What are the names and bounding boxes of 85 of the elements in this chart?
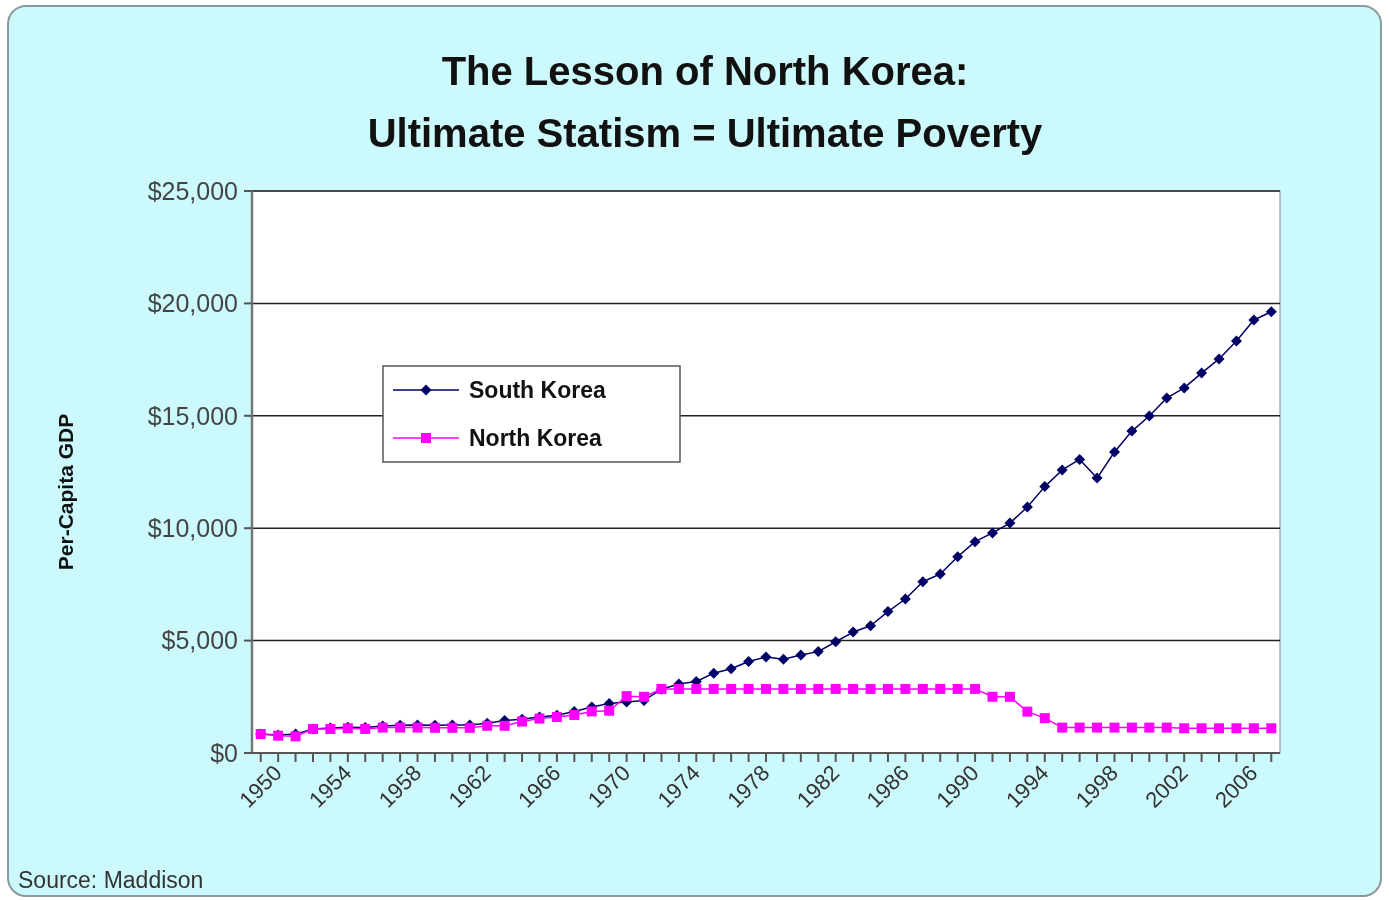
point	[1022, 706, 1033, 717]
point	[621, 691, 632, 702]
point	[1248, 314, 1260, 326]
point	[900, 683, 911, 694]
point	[830, 683, 841, 694]
point	[795, 649, 807, 661]
chart-title: The Lesson of North Korea: Ultimate Statism = Ultimate Poverty	[367, 49, 1044, 155]
point	[830, 636, 842, 648]
point	[865, 683, 876, 694]
point	[604, 705, 615, 716]
point	[917, 576, 929, 588]
legend-label: North Korea	[469, 425, 603, 452]
point	[1021, 501, 1033, 513]
y-tick-label: $15,000	[147, 401, 238, 430]
point	[1108, 446, 1120, 458]
point	[1213, 353, 1225, 365]
point	[848, 683, 859, 694]
y-tick-label: $25,000	[147, 176, 238, 205]
point	[1126, 722, 1137, 733]
point	[1039, 481, 1051, 493]
point	[1074, 722, 1085, 733]
point	[847, 626, 859, 638]
point	[1004, 691, 1015, 702]
point	[987, 691, 998, 702]
point	[725, 663, 737, 675]
point	[743, 683, 754, 694]
point	[865, 620, 877, 632]
point	[1056, 464, 1068, 476]
y-tick-label: $0	[210, 738, 238, 767]
point	[987, 527, 999, 539]
point	[1109, 722, 1120, 733]
point	[708, 683, 719, 694]
point	[1196, 367, 1208, 379]
point	[1214, 723, 1225, 734]
point	[1091, 472, 1103, 484]
point	[970, 683, 981, 694]
point	[899, 593, 911, 605]
legend-label: South Korea	[469, 377, 606, 404]
point	[743, 656, 755, 668]
point	[1143, 410, 1155, 422]
point	[1179, 723, 1190, 734]
point	[969, 536, 981, 548]
point	[778, 683, 789, 694]
point	[1178, 382, 1190, 394]
point	[691, 683, 702, 694]
point	[935, 683, 946, 694]
point	[812, 646, 824, 658]
point	[1248, 723, 1259, 734]
point	[813, 683, 824, 694]
point	[934, 568, 946, 580]
point	[569, 710, 580, 721]
source-note: Source: Maddison	[18, 867, 204, 893]
point	[1196, 723, 1207, 734]
y-axis-title: Per-Capita GDP	[54, 413, 77, 571]
point	[1161, 392, 1173, 404]
point	[673, 683, 684, 694]
point	[795, 683, 806, 694]
point	[1092, 722, 1103, 733]
point	[952, 683, 963, 694]
point	[726, 683, 737, 694]
point	[1126, 425, 1138, 437]
point	[499, 720, 510, 731]
point	[1161, 722, 1172, 733]
point	[1144, 722, 1155, 733]
point	[882, 683, 893, 694]
point	[1231, 723, 1242, 734]
y-tick-label: $20,000	[147, 289, 238, 318]
point	[1265, 306, 1277, 318]
point	[1230, 335, 1242, 347]
point	[1266, 723, 1277, 734]
point	[1039, 713, 1050, 724]
y-tick-label: $5,000	[161, 626, 238, 655]
point	[639, 691, 650, 702]
point	[1004, 517, 1016, 529]
point	[917, 683, 928, 694]
point	[882, 606, 894, 618]
point	[761, 683, 771, 694]
point	[1074, 453, 1086, 465]
point	[586, 706, 597, 717]
point	[952, 551, 964, 563]
point	[760, 651, 772, 663]
point	[708, 667, 720, 679]
y-tick-label: $10,000	[147, 513, 238, 542]
point	[777, 653, 789, 665]
point	[1057, 722, 1068, 733]
